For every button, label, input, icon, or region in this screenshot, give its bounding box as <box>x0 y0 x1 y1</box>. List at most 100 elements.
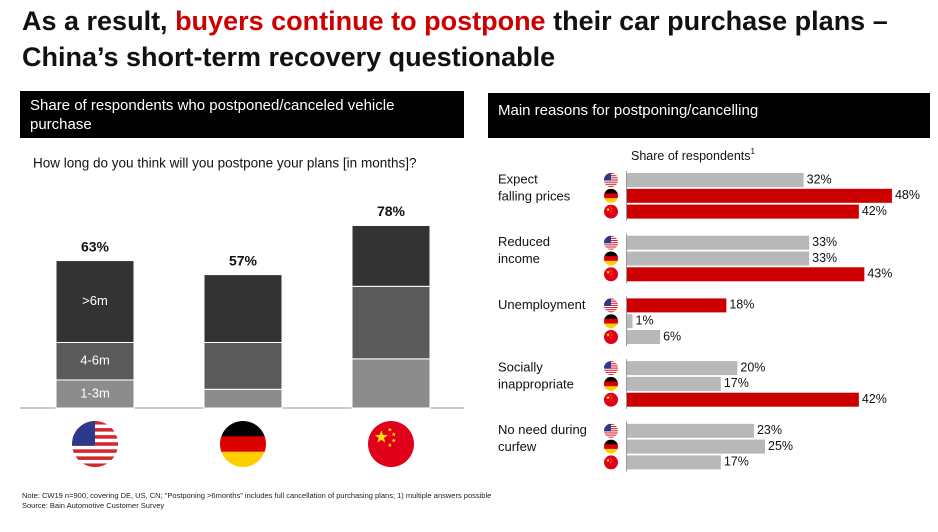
flag-bg <box>604 267 618 282</box>
bar-segment <box>55 341 135 381</box>
value-label: 1% <box>636 313 654 327</box>
value-label: 25% <box>768 439 793 453</box>
flag-stripe <box>604 185 618 187</box>
flag-bg <box>604 392 618 407</box>
flag-band <box>604 448 618 454</box>
flag-star <box>609 462 612 464</box>
flag-star <box>609 399 612 401</box>
flag <box>604 455 618 470</box>
value-label: 18% <box>729 298 754 312</box>
flag-stripe <box>604 181 618 183</box>
category-label: Expect <box>498 171 538 186</box>
segment-label: >6m <box>82 293 108 308</box>
flag-star <box>606 207 611 212</box>
flag-band <box>604 376 618 383</box>
flag <box>72 421 118 467</box>
flag-band <box>220 421 266 437</box>
bar <box>627 423 754 438</box>
bar <box>627 455 721 470</box>
bar-segment <box>351 224 431 287</box>
flag <box>604 251 618 266</box>
value-label: 17% <box>724 376 749 390</box>
source: Source: Bain Automotive Customer Survey <box>22 501 165 510</box>
flag-star <box>609 269 612 271</box>
flag-stripe <box>604 432 618 434</box>
flag-bg <box>604 455 618 470</box>
flag-stripe <box>604 307 618 309</box>
flag-stripe <box>604 369 618 371</box>
flag-star <box>611 209 613 212</box>
value-label: 42% <box>862 204 887 218</box>
flag-stripe <box>604 309 618 311</box>
flag-star <box>611 397 613 400</box>
bar-segment <box>203 388 283 409</box>
flag <box>604 314 618 329</box>
category-label: Reduced <box>498 234 550 249</box>
flag-canton <box>604 298 611 306</box>
bar-segment <box>203 274 283 343</box>
flag-stripe <box>604 371 618 373</box>
segment-label: 1-3m <box>80 385 110 400</box>
footnote: Note: CW19 n=900, covering DE, US, CN; "… <box>22 491 492 500</box>
flag-band <box>604 314 618 320</box>
flag-stripe <box>72 449 118 453</box>
bar <box>627 376 721 391</box>
flag-star <box>606 270 611 274</box>
category-label: No need during <box>498 422 587 437</box>
flag-band <box>604 256 618 262</box>
bar <box>627 267 865 282</box>
flag <box>604 235 618 250</box>
flag-star <box>609 336 612 338</box>
bar <box>627 173 804 187</box>
flag <box>604 267 618 282</box>
flag-stripe <box>604 434 618 436</box>
category-label: inappropriate <box>498 377 574 392</box>
flag-stripe <box>72 456 118 460</box>
flag-star <box>609 211 612 213</box>
flag <box>604 173 618 187</box>
flag-band <box>220 436 266 453</box>
category-label: falling prices <box>498 188 571 203</box>
value-label: 32% <box>807 172 832 186</box>
flag-star <box>611 272 613 274</box>
bar <box>627 188 892 203</box>
flag-band <box>604 439 618 445</box>
bar <box>627 361 738 376</box>
flag-band <box>604 193 618 199</box>
flag-star <box>391 438 396 443</box>
flag <box>220 421 266 467</box>
flag-star <box>611 460 613 462</box>
flag <box>604 439 618 454</box>
question: How long do you think will you postpone … <box>33 156 416 171</box>
flag <box>604 204 618 219</box>
flag-star <box>611 335 613 337</box>
flag-band <box>604 318 618 325</box>
flag-star <box>611 270 613 272</box>
flag-band <box>604 198 618 203</box>
value-label: 23% <box>757 423 782 437</box>
flag-band <box>604 251 618 257</box>
flag-star <box>391 432 396 437</box>
title-line-2: China’s short-term recovery questionable <box>22 42 556 72</box>
x-label-note: 1 <box>751 147 756 156</box>
flag-star <box>609 206 612 208</box>
flag-stripe <box>604 436 618 438</box>
bar <box>627 298 727 313</box>
flag-star <box>606 458 611 462</box>
value-label: 42% <box>862 392 887 406</box>
flag-canton <box>604 361 611 369</box>
bar <box>627 251 810 266</box>
category-label: Socially <box>498 360 543 375</box>
total-label: 63% <box>81 238 110 254</box>
bar <box>627 439 765 454</box>
title-end: their car purchase plans – <box>545 6 888 36</box>
value-label: 20% <box>740 360 765 374</box>
flag-star <box>606 395 611 400</box>
bar <box>627 314 633 329</box>
flag-band <box>604 444 618 450</box>
flag-canton <box>604 173 611 181</box>
flag <box>604 376 618 391</box>
flag-star <box>611 396 613 398</box>
right-header: Main reasons for postponing/cancelling <box>488 93 930 138</box>
bar <box>627 330 661 344</box>
